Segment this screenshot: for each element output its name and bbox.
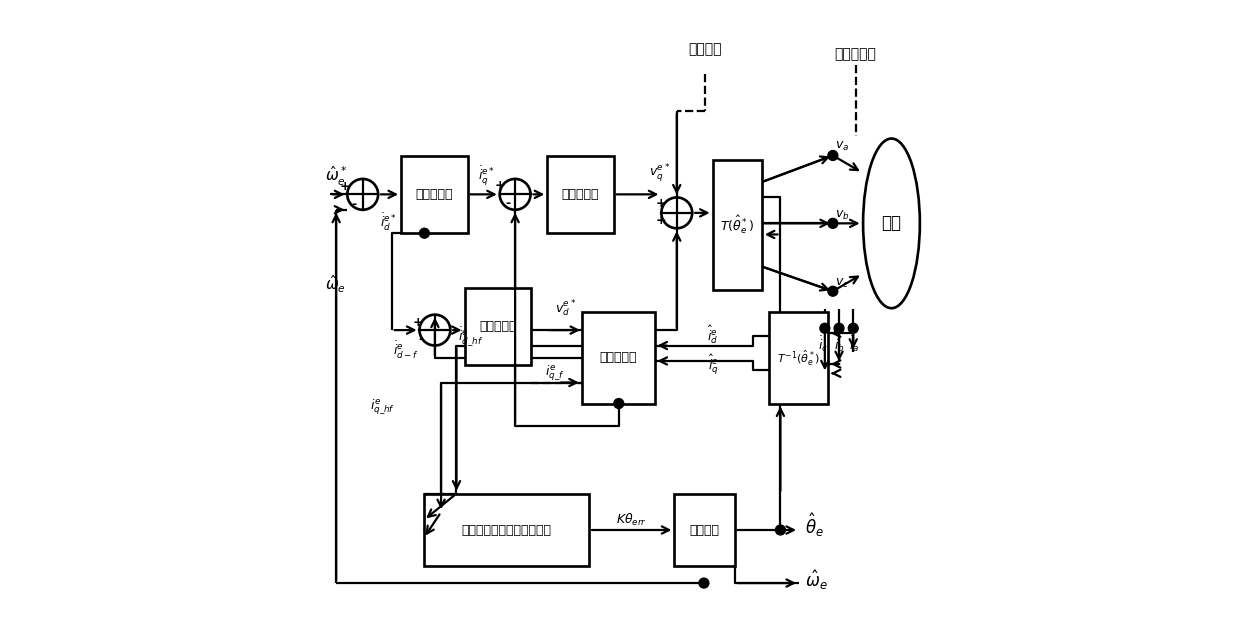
- Text: $i_{q\_f}^e$: $i_{q\_f}^e$: [546, 363, 565, 383]
- Text: 电流传感器: 电流传感器: [835, 48, 877, 61]
- Text: +: +: [413, 315, 424, 329]
- Circle shape: [828, 151, 838, 160]
- Bar: [769, 312, 828, 404]
- Circle shape: [828, 286, 838, 296]
- Text: $\dot{i}_c$: $\dot{i}_c$: [818, 334, 828, 354]
- Circle shape: [419, 228, 429, 238]
- Text: $\dot{i}_a$: $\dot{i}_a$: [849, 334, 859, 354]
- Circle shape: [614, 399, 624, 408]
- Text: $\hat{\omega}_e$: $\hat{\omega}_e$: [325, 273, 346, 295]
- Circle shape: [347, 179, 378, 210]
- Circle shape: [661, 197, 692, 228]
- Text: 带通滤波器: 带通滤波器: [599, 351, 637, 365]
- Bar: [424, 494, 589, 566]
- Text: $\dot{i}_{d-f}^e$: $\dot{i}_{d-f}^e$: [393, 340, 419, 361]
- Circle shape: [820, 323, 830, 333]
- Circle shape: [828, 218, 838, 228]
- Text: $v_d^{e*}$: $v_d^{e*}$: [556, 299, 577, 318]
- Circle shape: [835, 323, 844, 333]
- Text: $T^{-1}(\hat{\theta}_e^*)$: $T^{-1}(\hat{\theta}_e^*)$: [777, 348, 820, 368]
- Text: +: +: [340, 180, 351, 193]
- Text: 高频电压: 高频电压: [688, 43, 722, 56]
- Text: $\dot{i}_d^{e*}$: $\dot{i}_d^{e*}$: [379, 212, 397, 233]
- Text: $\hat{i}_d^e$: $\hat{i}_d^e$: [707, 323, 719, 346]
- Text: $\dot{i}_b$: $\dot{i}_b$: [833, 334, 844, 354]
- Text: $v_c$: $v_c$: [835, 277, 849, 291]
- Text: $\hat{i}_q^e$: $\hat{i}_q^e$: [708, 353, 719, 378]
- Bar: [582, 312, 655, 404]
- Text: $T(\hat{\theta}_e^*)$: $T(\hat{\theta}_e^*)$: [720, 214, 754, 236]
- Circle shape: [500, 179, 531, 210]
- Text: $i_{q\_hf}^e$: $i_{q\_hf}^e$: [370, 397, 396, 417]
- Circle shape: [699, 578, 709, 588]
- Text: $K\theta_{err}$: $K\theta_{err}$: [616, 511, 647, 528]
- Text: $v_b$: $v_b$: [835, 209, 849, 223]
- Text: $v_a$: $v_a$: [835, 140, 849, 154]
- Text: -: -: [505, 197, 511, 210]
- Bar: [465, 288, 531, 365]
- Bar: [675, 494, 735, 566]
- Text: $\hat{\omega}_e$: $\hat{\omega}_e$: [805, 568, 828, 592]
- Text: $\dot{i}_q^{e*}$: $\dot{i}_q^{e*}$: [477, 164, 495, 188]
- Text: 速度控制器: 速度控制器: [415, 188, 453, 201]
- Bar: [713, 160, 761, 290]
- Bar: [401, 156, 467, 233]
- Text: +: +: [495, 178, 505, 192]
- Ellipse shape: [863, 138, 920, 308]
- Text: 电流控制器: 电流控制器: [479, 320, 517, 333]
- Circle shape: [775, 525, 785, 535]
- Text: +: +: [656, 197, 666, 210]
- Circle shape: [848, 323, 858, 333]
- Text: $v_q^{e*}$: $v_q^{e*}$: [650, 162, 671, 184]
- Text: $\hat{\theta}_e$: $\hat{\theta}_e$: [805, 512, 825, 539]
- Text: 电流控制器: 电流控制器: [562, 188, 599, 201]
- Circle shape: [419, 315, 450, 346]
- Text: 获取位置: 获取位置: [689, 523, 719, 537]
- Text: $\hat{\omega}_e^*$: $\hat{\omega}_e^*$: [325, 164, 347, 188]
- Text: +: +: [656, 214, 666, 228]
- Text: $\dot{i}_{d\_hf}^e$: $\dot{i}_{d\_hf}^e$: [459, 325, 484, 347]
- Bar: [547, 156, 614, 233]
- Text: 马达: 马达: [882, 214, 901, 233]
- Text: -: -: [419, 333, 424, 346]
- Text: -: -: [351, 198, 356, 212]
- Text: 从电流纹波里提取位置信息: 从电流纹波里提取位置信息: [461, 523, 552, 537]
